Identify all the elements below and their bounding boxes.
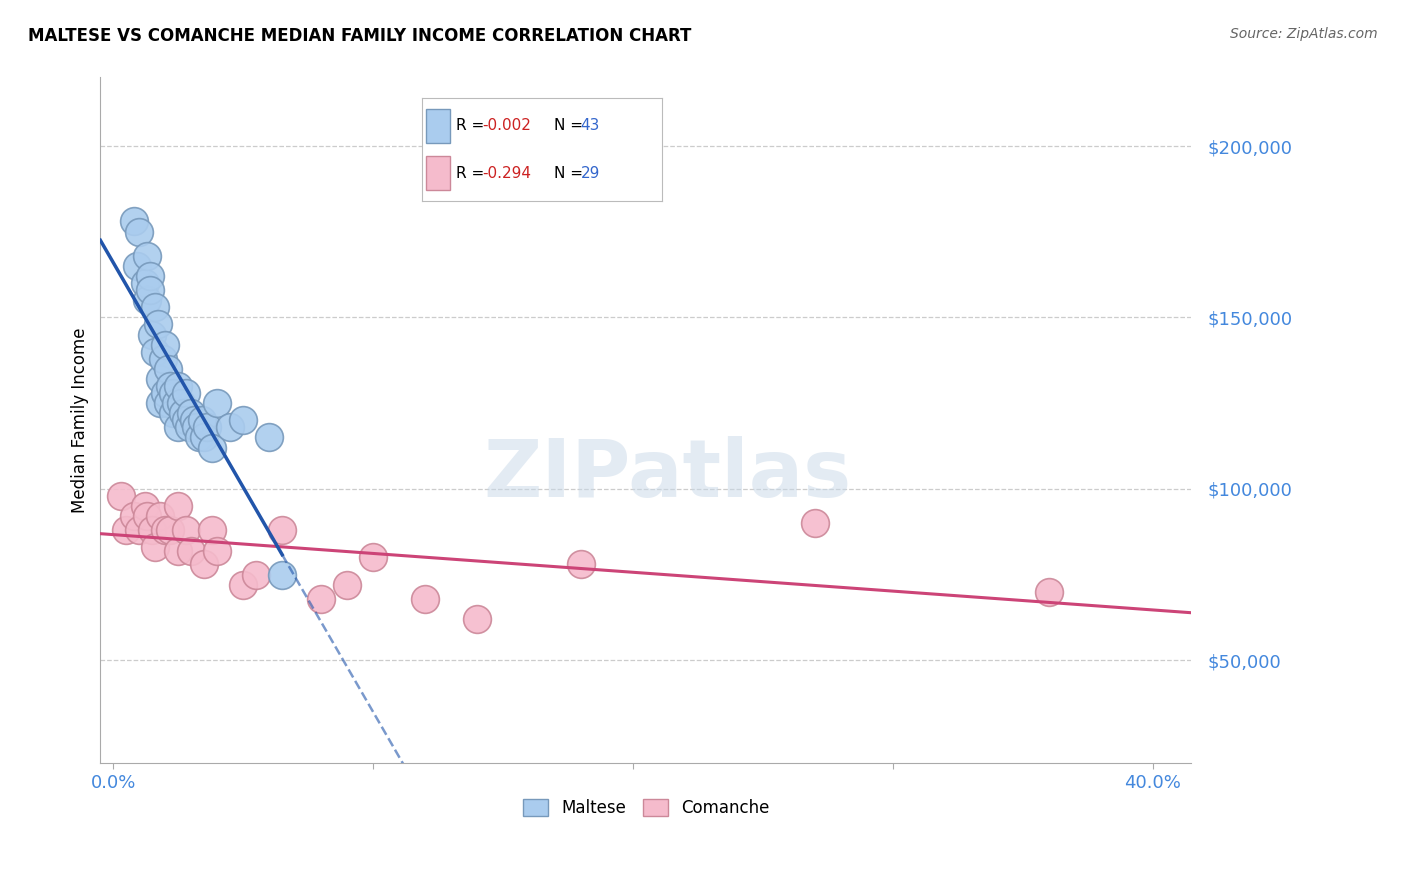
Point [162, 406, 184, 420]
Point [122, 214, 145, 228]
Point [143, 344, 166, 359]
Point [167, 543, 190, 558]
Point [177, 420, 200, 434]
Point [138, 269, 160, 284]
Point [155, 523, 177, 537]
Text: MALTESE VS COMANCHE MEDIAN FAMILY INCOME CORRELATION CHART: MALTESE VS COMANCHE MEDIAN FAMILY INCOME… [28, 27, 692, 45]
Point [143, 540, 166, 554]
Point [156, 362, 179, 376]
Point [1038, 584, 1060, 599]
Point [146, 318, 169, 332]
Point [136, 293, 159, 308]
Point [128, 523, 150, 537]
Point [167, 420, 190, 434]
Point [207, 543, 229, 558]
Point [165, 396, 187, 410]
Legend: Maltese, Comanche: Maltese, Comanche [516, 792, 776, 823]
Point [143, 300, 166, 314]
Point [125, 259, 148, 273]
Point [245, 567, 267, 582]
Point [136, 509, 159, 524]
Point [156, 396, 179, 410]
Point [201, 441, 224, 455]
Point [186, 420, 208, 434]
Point [309, 591, 332, 606]
Point [134, 276, 156, 290]
Point [569, 558, 592, 572]
Point [173, 406, 195, 420]
Point [155, 338, 177, 352]
Point [257, 430, 280, 444]
Point [193, 430, 215, 444]
Point [141, 523, 163, 537]
Point [174, 413, 197, 427]
Point [465, 612, 488, 626]
Point [159, 523, 181, 537]
Point [183, 413, 205, 427]
Point [149, 396, 172, 410]
Point [155, 385, 177, 400]
Point [201, 523, 224, 537]
Point [115, 523, 138, 537]
Point [134, 499, 156, 513]
Point [174, 385, 197, 400]
Point [193, 558, 215, 572]
Point [180, 543, 202, 558]
Point [152, 351, 174, 366]
Point [167, 379, 190, 393]
Point [232, 413, 254, 427]
Y-axis label: Median Family Income: Median Family Income [72, 327, 89, 513]
Point [361, 550, 384, 565]
Point [413, 591, 436, 606]
Point [141, 327, 163, 342]
Point [159, 379, 181, 393]
Point [170, 396, 193, 410]
Point [149, 372, 172, 386]
Point [188, 430, 211, 444]
Point [336, 578, 359, 592]
Point [149, 509, 172, 524]
Point [136, 249, 159, 263]
Point [122, 509, 145, 524]
Point [804, 516, 827, 530]
Point [162, 385, 184, 400]
Point [128, 225, 150, 239]
Point [190, 413, 212, 427]
Text: ZIPatlas: ZIPatlas [484, 436, 852, 514]
Point [174, 523, 197, 537]
Point [207, 396, 229, 410]
Point [180, 406, 202, 420]
Point [232, 578, 254, 592]
Point [219, 420, 242, 434]
Point [138, 283, 160, 297]
Point [110, 489, 132, 503]
Point [167, 499, 190, 513]
Point [271, 567, 294, 582]
Point [271, 523, 294, 537]
Point [195, 420, 218, 434]
Text: Source: ZipAtlas.com: Source: ZipAtlas.com [1230, 27, 1378, 41]
